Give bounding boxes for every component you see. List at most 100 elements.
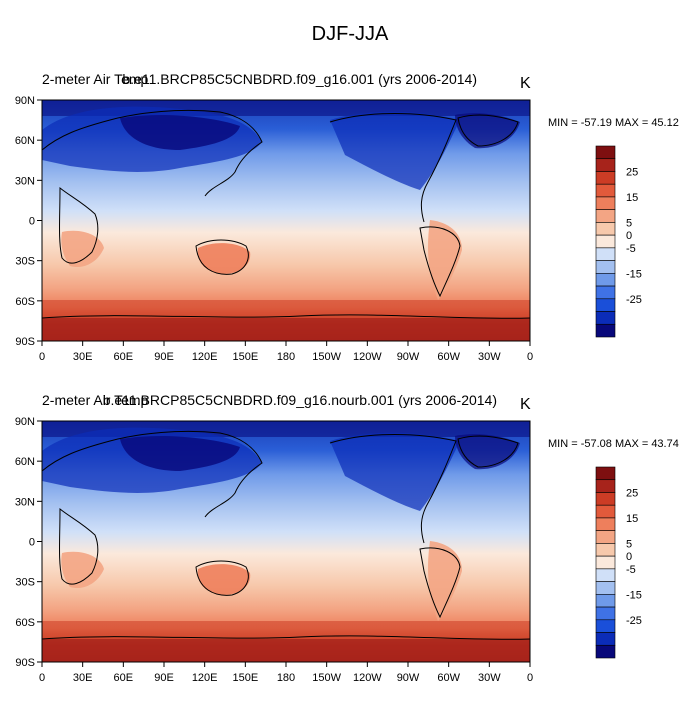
map-bottom-coastlines xyxy=(41,430,531,640)
lon-tick-label: 90W xyxy=(397,351,420,363)
panel-top-unit: K xyxy=(520,75,531,92)
panel-bottom-variable-title: 2-meter Air Temp xyxy=(42,392,149,408)
map-top-coastlines xyxy=(41,109,531,319)
colorbar-swatch xyxy=(595,298,616,312)
map-bottom-southern-warm xyxy=(42,621,530,639)
lon-tick-label: 150E xyxy=(232,351,258,363)
colorbar-swatch xyxy=(595,632,616,646)
lat-tick-label: 0 xyxy=(29,537,35,549)
lon-tick-label: 0 xyxy=(39,351,45,363)
lon-tick-label: 180 xyxy=(277,351,295,363)
lon-tick-label: 120W xyxy=(353,672,382,684)
lon-tick-label: 0 xyxy=(39,672,45,684)
lat-tick-label: 90S xyxy=(15,657,35,669)
lon-tick-label: 30E xyxy=(73,672,93,684)
map-bottom-africa-south xyxy=(61,551,104,589)
colorbar-swatch xyxy=(595,543,616,557)
lon-tick-label: 180 xyxy=(277,672,295,684)
lon-tick-label: 60W xyxy=(437,351,460,363)
colorbar-tick-label: -15 xyxy=(626,589,642,601)
lon-tick-label: 90E xyxy=(154,351,174,363)
lat-tick-label: 30N xyxy=(15,175,35,187)
map-top-samerica-warm xyxy=(427,220,462,300)
colorbar-swatch xyxy=(595,517,616,531)
colorbar-tick-label: 15 xyxy=(626,192,638,204)
lon-tick-label: 150W xyxy=(312,351,341,363)
colorbar-swatch xyxy=(595,504,616,519)
map-top-namerica-cold xyxy=(330,111,460,190)
map-bottom-australia-warm xyxy=(197,564,251,595)
lat-tick-label: 30N xyxy=(15,496,35,508)
lat-tick-label: 30S xyxy=(15,256,35,268)
colorbar-tick-label: -5 xyxy=(626,564,636,576)
panel-bottom: 2-meter Air Temp b.e11.BRCP85C5CNBDRD.f0… xyxy=(15,392,679,684)
lon-tick-label: 60E xyxy=(114,351,134,363)
colorbar-swatch xyxy=(595,222,616,236)
colorbar-tick-label: -25 xyxy=(626,294,642,306)
colorbar-swatch xyxy=(595,606,616,621)
figure-title: DJF-JJA xyxy=(312,23,389,45)
map-top xyxy=(41,99,531,342)
colorbar-swatch xyxy=(595,285,616,300)
colorbar-swatch xyxy=(595,260,616,274)
lon-tick-label: 150W xyxy=(312,672,341,684)
map-top-southern-warm xyxy=(42,300,530,318)
colorbar-tick-label: 25 xyxy=(626,487,638,499)
lat-tick-label: 90S xyxy=(15,336,35,348)
colorbar-swatch xyxy=(595,619,616,633)
colorbar-swatch xyxy=(595,594,616,608)
map-bottom-namerica-cold xyxy=(330,432,460,511)
lon-tick-label: 0 xyxy=(527,672,533,684)
colorbar-tick-label: 25 xyxy=(626,166,638,178)
colorbar-swatch xyxy=(595,273,616,287)
lon-tick-label: 30W xyxy=(478,672,501,684)
colorbar-swatch xyxy=(595,247,616,261)
colorbar-top: 25 15 50-5 -15 -25 xyxy=(595,145,642,338)
colorbar-swatch xyxy=(595,209,616,223)
lat-tick-label: 60S xyxy=(15,617,35,629)
colorbar-tick-label: 0 xyxy=(626,551,632,563)
colorbar-tick-label: -5 xyxy=(626,243,636,255)
lon-tick-label: 30E xyxy=(73,351,93,363)
panel-top-case-title: b.e11.BRCP85C5CNBDRD.f09_g16.001 (yrs 20… xyxy=(122,71,477,87)
colorbar-bottom: 25 15 50-5 -15 -25 xyxy=(595,466,642,659)
lon-tick-label: 0 xyxy=(527,351,533,363)
lat-tick-label: 90N xyxy=(15,95,35,107)
map-top-australia-warm xyxy=(197,243,251,274)
colorbar-swatch xyxy=(595,492,616,506)
lon-tick-label: 90E xyxy=(154,672,174,684)
map-bottom-samerica-warm xyxy=(427,541,462,621)
map-top-africa-south xyxy=(61,230,104,268)
map-bottom xyxy=(41,420,531,663)
colorbar-swatch xyxy=(595,479,616,493)
lon-tick-label: 120E xyxy=(192,351,218,363)
panel-bottom-minmax: MIN = -57.08 MAX = 43.74 xyxy=(548,438,679,450)
colorbar-swatch xyxy=(595,145,616,160)
lat-tick-label: 60N xyxy=(15,456,35,468)
colorbar-swatch xyxy=(595,311,616,325)
lon-tick-label: 120W xyxy=(353,351,382,363)
panel-bottom-unit: K xyxy=(520,396,531,413)
colorbar-tick-label: 5 xyxy=(626,217,632,229)
panel-top-variable-title: 2-meter Air Temp xyxy=(42,71,149,87)
lat-tick-label: 60N xyxy=(15,135,35,147)
lat-tick-label: 30S xyxy=(15,577,35,589)
colorbar-tick-label: 0 xyxy=(626,230,632,242)
lon-tick-label: 60E xyxy=(114,672,134,684)
panel-top-minmax: MIN = -57.19 MAX = 45.12 xyxy=(548,117,679,129)
colorbar-swatch xyxy=(595,530,616,544)
colorbar-tick-label: -25 xyxy=(626,615,642,627)
colorbar-swatch xyxy=(595,555,616,570)
colorbar-swatch xyxy=(595,581,616,595)
map-top-siberia-core xyxy=(120,115,240,150)
lat-tick-label: 0 xyxy=(29,216,35,228)
colorbar-swatch xyxy=(595,466,616,481)
lon-tick-label: 150E xyxy=(232,672,258,684)
lon-tick-label: 30W xyxy=(478,351,501,363)
map-bottom-antarctic-warm xyxy=(42,639,530,662)
lon-tick-label: 60W xyxy=(437,672,460,684)
colorbar-tick-label: -15 xyxy=(626,268,642,280)
lon-tick-label: 90W xyxy=(397,672,420,684)
colorbar-swatch xyxy=(595,183,616,198)
